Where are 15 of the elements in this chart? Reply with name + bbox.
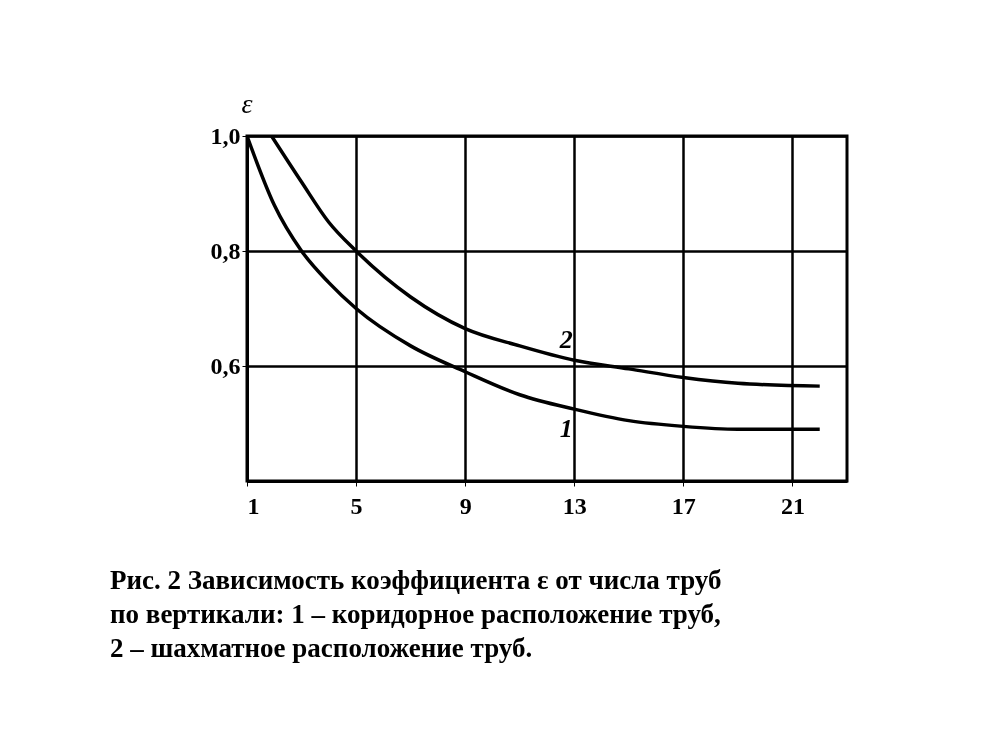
- text: 2 – шахматное расположение труб.: [110, 633, 533, 663]
- series-label: 2: [558, 325, 573, 355]
- x-tick-label: 1: [247, 492, 260, 519]
- y-tick-label: 0,8: [210, 237, 241, 264]
- text: Рис. 2 Зависимость коэффициента ε от числа труб: [110, 565, 722, 595]
- y-tick-label: 1,0: [210, 122, 241, 149]
- x-tick-label: 17: [671, 492, 696, 519]
- x-tick-label: 9: [459, 492, 472, 519]
- x-tick-label: 5: [350, 492, 363, 519]
- x-tick-label: 21: [780, 492, 805, 519]
- y-axis-title: ε: [241, 87, 253, 119]
- y-tick-label: 0,6: [210, 352, 241, 379]
- x-tick-label: 13: [562, 492, 587, 519]
- series-label: 1: [559, 414, 573, 444]
- text: по вертикали: 1 – коридорное расположение труб,: [110, 599, 721, 629]
